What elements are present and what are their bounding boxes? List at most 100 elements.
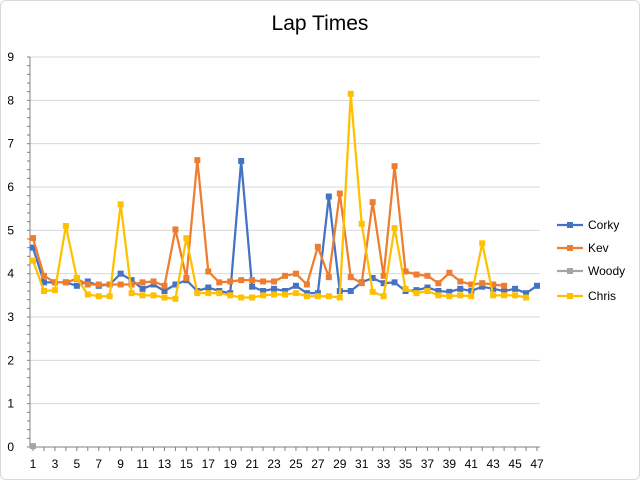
legend: Corky Kev Woody Chris — [557, 218, 625, 303]
data-point — [194, 157, 201, 164]
data-point — [30, 257, 36, 264]
data-point — [380, 293, 387, 300]
series-kev — [30, 157, 508, 289]
x-tick-label: 25 — [289, 457, 303, 471]
x-tick-label: 35 — [399, 457, 413, 471]
data-point — [292, 270, 299, 277]
data-point — [314, 293, 321, 300]
data-point — [490, 285, 497, 292]
data-point — [468, 293, 475, 300]
data-point — [238, 277, 245, 284]
data-point — [249, 277, 256, 284]
x-tick-label: 47 — [530, 457, 544, 471]
data-point — [347, 274, 354, 281]
data-point — [40, 279, 47, 286]
y-tick-label: 2 — [7, 353, 14, 367]
legend-label: Woody — [588, 264, 625, 278]
data-point — [205, 268, 212, 275]
y-tick-label: 5 — [7, 223, 14, 237]
data-point — [216, 290, 223, 297]
data-point — [336, 190, 343, 197]
data-point — [479, 283, 486, 290]
data-point — [413, 290, 420, 297]
series-line — [31, 92, 527, 300]
data-point — [347, 90, 354, 97]
data-point — [62, 223, 69, 229]
data-point — [271, 285, 278, 292]
x-tick-label: 13 — [158, 457, 172, 471]
data-point — [501, 292, 508, 299]
data-point — [512, 285, 519, 292]
data-point — [282, 272, 288, 279]
data-point — [347, 288, 354, 294]
y-axis-ticks: 0 1 2 3 4 5 6 7 8 9 — [7, 50, 14, 454]
data-point — [468, 281, 475, 288]
data-point — [490, 292, 497, 299]
x-tick-label: 15 — [180, 457, 194, 471]
legend-swatch-marker — [567, 222, 573, 228]
legend-swatch-marker — [567, 293, 573, 299]
data-point — [30, 235, 36, 242]
data-point — [128, 277, 135, 284]
data-point — [325, 274, 332, 281]
legend-swatch-marker — [567, 268, 573, 274]
data-point — [402, 268, 409, 275]
data-point — [325, 293, 332, 300]
data-point — [391, 225, 398, 232]
data-point — [205, 290, 212, 297]
data-point — [413, 287, 420, 294]
data-point — [523, 290, 530, 297]
x-tick-label: 27 — [311, 457, 325, 471]
x-tick-label: 21 — [245, 457, 259, 471]
data-point — [271, 278, 278, 285]
data-point — [413, 271, 420, 278]
y-tick-label: 0 — [7, 440, 14, 454]
axes — [27, 56, 540, 451]
data-point — [84, 291, 91, 298]
data-point — [227, 292, 234, 299]
data-point — [446, 288, 453, 295]
x-tick-label: 19 — [224, 457, 238, 471]
data-point — [106, 281, 113, 288]
data-point — [314, 290, 321, 297]
data-point — [150, 278, 157, 285]
data-point — [194, 290, 201, 297]
data-point — [260, 288, 267, 294]
y-tick-label: 4 — [7, 267, 14, 281]
data-point — [260, 292, 267, 299]
data-point — [424, 272, 431, 279]
data-point — [139, 279, 146, 286]
data-point — [183, 275, 190, 281]
data-point — [391, 279, 398, 286]
data-point — [84, 278, 91, 285]
legend-label: Kev — [588, 241, 609, 255]
data-point — [172, 295, 179, 302]
data-point — [139, 285, 146, 292]
data-point — [424, 288, 431, 294]
data-point — [457, 292, 464, 299]
data-point — [95, 281, 102, 288]
data-point — [446, 293, 453, 300]
data-point — [150, 281, 157, 288]
x-tick-label: 5 — [73, 457, 80, 471]
legend-item: Chris — [557, 289, 616, 303]
data-point — [512, 292, 519, 299]
legend-item: Corky — [557, 218, 619, 232]
data-point — [161, 282, 168, 289]
data-point — [161, 288, 168, 294]
data-point — [282, 288, 288, 294]
data-point — [117, 270, 124, 277]
data-point — [128, 290, 135, 297]
data-point — [303, 290, 310, 297]
data-point — [457, 285, 464, 292]
data-point — [358, 280, 365, 287]
data-point — [227, 278, 234, 285]
legend-item: Kev — [557, 241, 609, 255]
data-point — [238, 294, 245, 301]
data-point — [479, 240, 486, 247]
data-point — [40, 288, 47, 294]
x-axis-ticks: 1 3 5 7 9 11 13 15 17 19 21 23 25 27 29 31 33 35 37 39 41 43 4… — [30, 457, 544, 471]
data-point — [435, 280, 442, 287]
y-tick-label: 7 — [7, 137, 14, 151]
